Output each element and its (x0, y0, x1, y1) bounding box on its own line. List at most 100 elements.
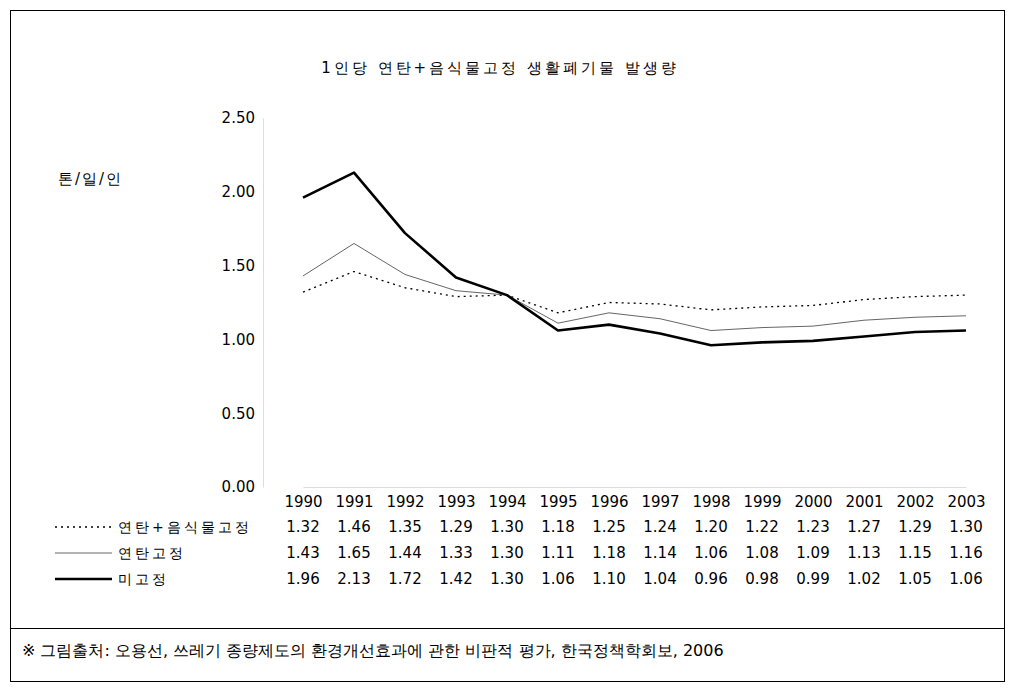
table-value: 1.04 (643, 570, 676, 588)
legend-label: 연탄고정 (118, 545, 186, 561)
x-tick-label: 2003 (947, 493, 985, 511)
table-value: 1.11 (541, 544, 574, 562)
table-value: 1.06 (694, 544, 727, 562)
x-tick-label: 2001 (845, 493, 883, 511)
table-value: 1.43 (286, 544, 319, 562)
y-tick-label: 1.50 (222, 257, 255, 275)
x-tick-label: 1997 (641, 493, 679, 511)
y-axis: 0.00 0.50 1.00 1.50 2.00 2.50 (222, 109, 264, 496)
x-axis-line (304, 487, 967, 488)
x-tick-label: 1998 (692, 493, 730, 511)
table-value: 1.10 (592, 570, 625, 588)
y-axis-label: 톤/일/인 (58, 170, 123, 188)
table-value: 1.72 (388, 570, 421, 588)
x-tick: 2002 (896, 487, 934, 511)
table-value: 1.29 (439, 518, 472, 536)
table-value: 0.98 (745, 570, 778, 588)
x-tick: 1996 (590, 487, 628, 511)
x-tick-label: 1999 (743, 493, 781, 511)
x-tick: 2003 (947, 487, 985, 511)
x-tick: 1998 (692, 487, 730, 511)
table-value: 1.09 (796, 544, 829, 562)
y-tick: 2.50 (222, 109, 263, 127)
y-tick-label: 0.50 (222, 405, 255, 423)
y-tick-label: 1.00 (222, 331, 255, 349)
y-tick-label: 2.50 (222, 109, 255, 127)
x-tick: 1992 (386, 487, 424, 511)
x-tick-label: 1994 (488, 493, 526, 511)
x-tick-label: 2000 (794, 493, 832, 511)
y-tick: 2.00 (222, 183, 263, 201)
x-tick: 1994 (488, 487, 526, 511)
x-tick-label: 1991 (335, 493, 373, 511)
table-value: 1.23 (796, 518, 829, 536)
x-axis: 1990 1991 1992 1993 1994 1995 1996 1997 1998 1999… (284, 487, 985, 511)
table-value: 1.30 (490, 570, 523, 588)
y-tick: 1.00 (222, 331, 263, 349)
y-tick: 0.00 (222, 478, 263, 496)
y-tick-label: 2.00 (222, 183, 255, 201)
x-tick: 1997 (641, 487, 679, 511)
title: 1인당 연탄+음식물고정 생활폐기물 발생량 (321, 59, 678, 77)
table-value: 1.32 (286, 518, 319, 536)
table-value: 1.33 (439, 544, 472, 562)
x-tick: 1991 (335, 487, 373, 511)
series-line (303, 272, 966, 313)
table-value: 1.18 (541, 518, 574, 536)
table-value: 1.42 (439, 570, 472, 588)
table-value: 1.46 (337, 518, 370, 536)
table-value: 1.16 (949, 544, 982, 562)
table-value: 2.13 (337, 570, 370, 588)
table-value: 1.06 (949, 570, 982, 588)
series-line (303, 243, 966, 330)
table-value: 1.30 (490, 544, 523, 562)
table-value: 1.44 (388, 544, 421, 562)
y-tick: 0.50 (222, 405, 263, 423)
legend-swatch (55, 578, 112, 581)
table-value: 1.08 (745, 544, 778, 562)
legend-label: 연탄+음식물고정 (118, 519, 252, 535)
x-tick: 2000 (794, 487, 832, 511)
x-tick: 1993 (437, 487, 475, 511)
x-tick: 1999 (743, 487, 781, 511)
x-tick-label: 2002 (896, 493, 934, 511)
source-note: ※ 그림출처: 오용선, 쓰레기 종량제도의 환경개선효과에 관한 비판적 평가… (22, 641, 724, 660)
table-value: 1.14 (643, 544, 676, 562)
table-value: 1.30 (490, 518, 523, 536)
series-line (303, 173, 966, 346)
plot-area (303, 173, 966, 346)
legend-swatch (55, 553, 112, 554)
legend-swatch (55, 526, 112, 527)
table-value: 0.96 (694, 570, 727, 588)
table-value: 1.65 (337, 544, 370, 562)
x-tick-label: 1992 (386, 493, 424, 511)
legend-label: 미고정 (118, 571, 169, 587)
frame (11, 11, 1005, 682)
table-value: 1.27 (847, 518, 880, 536)
table-value: 1.13 (847, 544, 880, 562)
table-value: 1.24 (643, 518, 676, 536)
y-tick-label: 0.00 (222, 478, 255, 496)
table-value: 1.22 (745, 518, 778, 536)
separator (11, 628, 1005, 629)
y-axis-line (263, 119, 264, 488)
table-value: 1.25 (592, 518, 625, 536)
table-value: 1.30 (949, 518, 982, 536)
y-tick: 1.50 (222, 257, 263, 275)
table-value: 1.05 (898, 570, 931, 588)
table-value: 1.20 (694, 518, 727, 536)
table-value: 1.06 (541, 570, 574, 588)
x-tick: 1995 (539, 487, 577, 511)
table-value: 0.99 (796, 570, 829, 588)
x-tick-label: 1993 (437, 493, 475, 511)
chart: 1인당 연탄+음식물고정 생활폐기물 발생량톤/일/인 0.00 0.50 1.00 1… (0, 0, 1015, 692)
x-tick-label: 1995 (539, 493, 577, 511)
x-tick: 1990 (284, 487, 322, 511)
table-value: 1.15 (898, 544, 931, 562)
x-tick-label: 1990 (284, 493, 322, 511)
table-value: 1.35 (388, 518, 421, 536)
x-tick: 2001 (845, 487, 883, 511)
table-value: 1.02 (847, 570, 880, 588)
table-value: 1.18 (592, 544, 625, 562)
table-value: 1.96 (286, 570, 319, 588)
